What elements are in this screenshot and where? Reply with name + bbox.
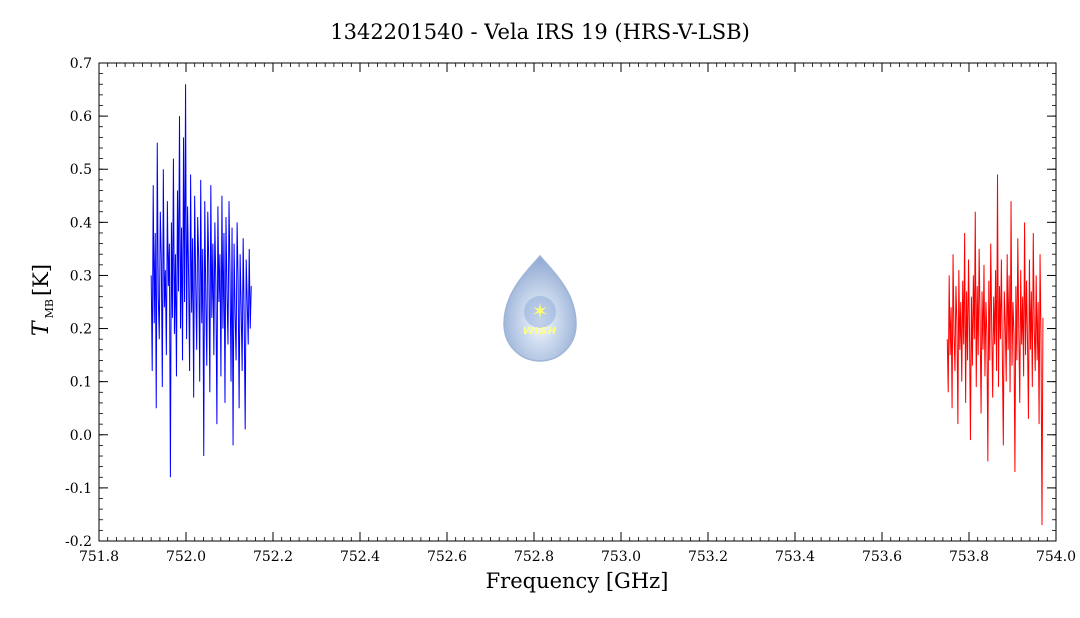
x-tick-label: 752.2 (253, 549, 293, 565)
x-axis-label: Frequency [GHz] (486, 569, 669, 593)
series-1-line (150, 84, 252, 478)
y-tick-label: 0.5 (70, 162, 92, 178)
y-tick-label: 0.3 (70, 268, 92, 284)
x-tick-label: 752.0 (166, 549, 206, 565)
x-tick-label: 753.4 (775, 549, 815, 565)
wish-logo: ✶ WISH (503, 254, 577, 362)
series-2-line (946, 174, 1044, 526)
y-tick-label: 0.2 (70, 322, 92, 338)
wish-logo-text: WISH (523, 326, 557, 337)
y-axis-label: TMB[K] (29, 264, 56, 336)
x-axis: 751.8 752.0 752.2 752.4 752.6 752.8 753.0 753.2… (79, 63, 1076, 565)
x-tick-label: 754.0 (1036, 549, 1076, 565)
series-layer (150, 84, 1044, 526)
y-tick-label: 0.6 (70, 109, 92, 125)
x-tick-label: 752.4 (340, 549, 380, 565)
chart-title: 1342201540 - Vela IRS 19 (HRS-V-LSB) (330, 20, 750, 44)
y-tick-label: -0.1 (65, 481, 92, 497)
x-tick-label: 753.8 (949, 549, 989, 565)
x-tick-label: 753.2 (688, 549, 728, 565)
x-tick-label: 752.8 (514, 549, 554, 565)
x-tick-label: 753.6 (862, 549, 902, 565)
svg-text:✶: ✶ (532, 299, 549, 323)
y-tick-label: -0.2 (65, 534, 92, 550)
x-tick-label: 752.6 (427, 549, 467, 565)
y-axis: -0.2 -0.1 0.0 0.1 0.2 0.3 0.4 0.5 0.6 0.7 (65, 56, 1056, 550)
y-tick-label: 0.1 (70, 375, 92, 391)
x-tick-label: 753.0 (601, 549, 641, 565)
y-tick-label: 0.0 (70, 428, 92, 444)
x-tick-label: 751.8 (79, 549, 119, 565)
y-tick-label: 0.7 (70, 56, 92, 72)
y-tick-label: 0.4 (70, 215, 92, 231)
